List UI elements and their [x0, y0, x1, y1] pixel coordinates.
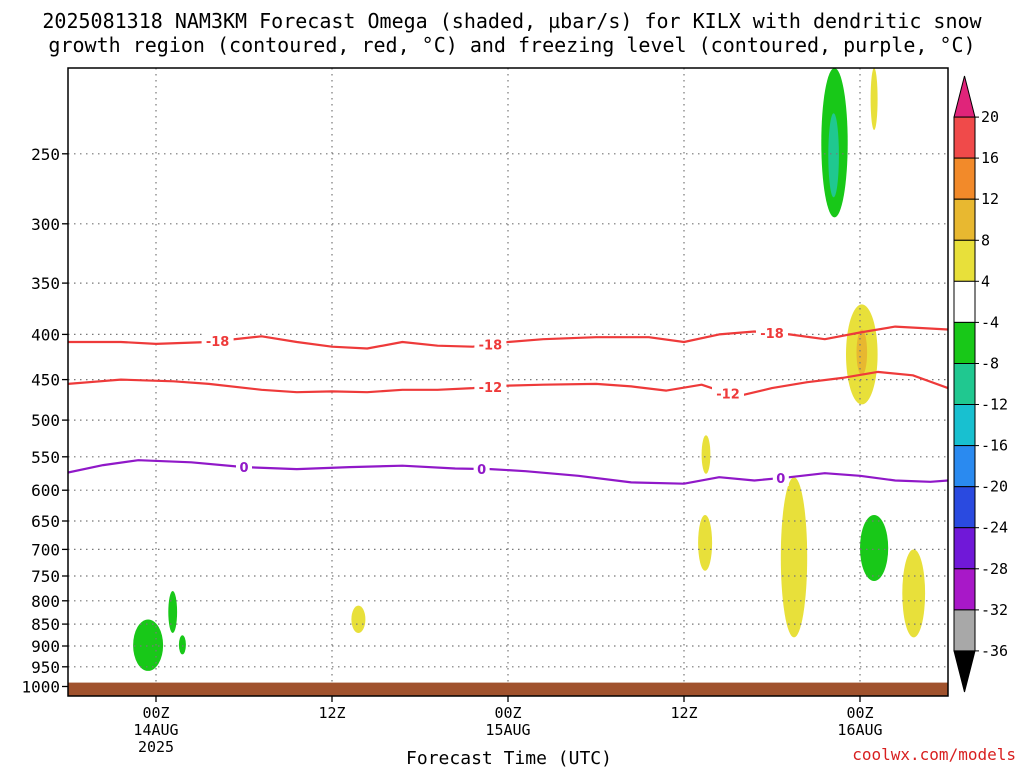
x-tick-label: 16AUG	[837, 721, 882, 739]
colorbar-swatch	[953, 527, 976, 570]
contour-line	[68, 459, 948, 485]
y-tick-label: 500	[31, 411, 60, 430]
contour-label: -18	[479, 338, 503, 353]
colorbar: 20 16 12 8 4 -4 -8 -12 -16 -20 -24 -28 -32 -36	[953, 75, 1008, 693]
y-tick-label: 750	[31, 567, 60, 586]
contour-line	[68, 325, 948, 350]
title-line-2: growth region (contoured, red, °C) and f…	[48, 33, 975, 57]
omega-feature	[870, 68, 878, 130]
colorbar-label: 4	[981, 272, 990, 290]
contour-label: -18	[206, 335, 230, 350]
colorbar-swatch	[953, 609, 976, 652]
contour-label-bg	[201, 333, 234, 349]
x-axis-title: Forecast Time (UTC)	[406, 748, 612, 768]
contour-label-bg	[473, 461, 490, 477]
colorbar-swatch	[953, 75, 976, 118]
x-tick-label: 12Z	[318, 704, 345, 722]
surface-terrain	[68, 682, 948, 696]
plot-area: -18 -18 -18 -12 -12 0 0 0	[68, 68, 948, 696]
colorbar-swatch	[953, 404, 976, 447]
y-tick-label: 950	[31, 658, 60, 677]
plot-content: -18 -18 -18 -12 -12 0 0 0	[68, 68, 948, 696]
contour-label: -12	[716, 387, 740, 402]
omega-feature	[698, 515, 713, 571]
colorbar-swatch	[953, 157, 976, 200]
contour-label-bg	[756, 324, 788, 341]
omega-feature	[860, 515, 889, 581]
contour-label-bg	[474, 378, 507, 395]
colorbar-swatch	[953, 198, 976, 241]
omega-feature	[351, 605, 366, 633]
x-tick-label: 00Z	[494, 704, 521, 722]
colorbar-label: 20	[981, 108, 999, 126]
y-tick-label: 250	[31, 145, 60, 164]
y-tick-label: 1000	[21, 678, 60, 697]
colorbar-swatch	[953, 239, 976, 282]
axes: 250 300 350 400 450 500 550 600 650 700 750 800 850 9…	[21, 67, 949, 756]
colorbar-label: -24	[981, 519, 1008, 537]
colorbar-swatch	[953, 321, 976, 364]
contour-label-bg	[474, 336, 507, 353]
contour-label-bg	[772, 470, 789, 486]
x-tick-label: 14AUG	[133, 721, 178, 739]
colorbar-label: -28	[981, 560, 1008, 578]
omega-feature	[780, 477, 808, 638]
contour-label-bg	[236, 459, 252, 476]
colorbar-swatch	[953, 116, 976, 159]
title-line-1: 2025081318 NAM3KM Forecast Omega (shaded…	[42, 9, 982, 33]
colorbar-swatch	[953, 486, 976, 529]
contour-label: -12	[479, 381, 503, 396]
omega-feature	[178, 635, 186, 655]
colorbar-label: -16	[981, 437, 1008, 455]
colorbar-swatch	[953, 445, 976, 488]
y-tick-label: 850	[31, 615, 60, 634]
contour-label: 0	[239, 461, 248, 476]
y-tick-label: 550	[31, 448, 60, 467]
colorbar-swatch	[953, 280, 976, 323]
colorbar-label: 16	[981, 149, 999, 167]
y-tick-label: 900	[31, 637, 60, 656]
x-tick-label: 15AUG	[485, 721, 530, 739]
omega-feature	[902, 549, 926, 638]
y-tick-label: 600	[31, 481, 60, 500]
contour-label: -18	[760, 327, 784, 342]
colorbar-swatch	[953, 650, 976, 693]
omega-feature	[168, 591, 178, 633]
colorbar-label: -12	[981, 396, 1008, 414]
colorbar-label: -8	[981, 355, 999, 373]
contour-label: 0	[776, 472, 785, 487]
colorbar-label: -4	[981, 313, 999, 331]
x-tick-label: 00Z	[846, 704, 873, 722]
colorbar-label: 12	[981, 190, 999, 208]
y-tick-label: 350	[31, 274, 60, 293]
x-tick-label: 2025	[138, 738, 174, 756]
y-tick-label: 300	[31, 215, 60, 234]
colorbar-label: -20	[981, 478, 1008, 496]
colorbar-label: -32	[981, 601, 1008, 619]
colorbar-swatch	[953, 363, 976, 406]
y-tick-label: 700	[31, 540, 60, 559]
chart-title: 2025081318 NAM3KM Forecast Omega (shaded…	[42, 9, 982, 57]
omega-feature	[856, 329, 868, 376]
y-tick-label: 450	[31, 371, 60, 390]
x-tick-label: 12Z	[670, 704, 697, 722]
colorbar-swatch	[953, 568, 976, 611]
omega-feature	[133, 619, 164, 671]
credit-text: coolwx.com/models	[852, 745, 1016, 764]
contour-label-bg	[712, 385, 744, 402]
y-tick-label: 800	[31, 592, 60, 611]
x-tick-label: 00Z	[142, 704, 169, 722]
contour-line	[68, 370, 948, 398]
omega-feature	[701, 435, 711, 474]
colorbar-label: 8	[981, 231, 990, 249]
colorbar-label: -36	[981, 642, 1008, 660]
omega-feature	[828, 113, 839, 198]
contour-label: 0	[477, 463, 486, 478]
y-tick-label: 400	[31, 325, 60, 344]
y-tick-label: 650	[31, 512, 60, 531]
